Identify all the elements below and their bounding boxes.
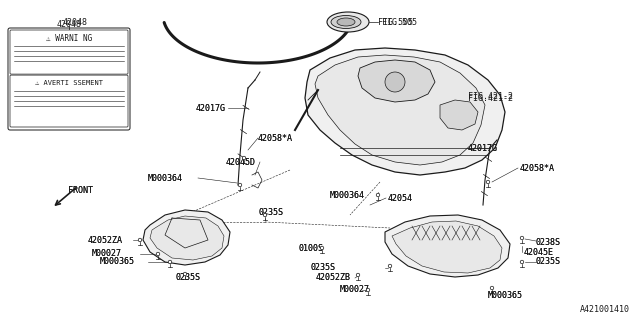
Polygon shape — [143, 210, 230, 265]
Text: 0100S: 0100S — [298, 244, 323, 252]
Text: 0238S: 0238S — [536, 237, 561, 246]
Text: M00027: M00027 — [92, 250, 122, 259]
Text: ⚠ WARNI NG: ⚠ WARNI NG — [46, 34, 92, 43]
Polygon shape — [305, 48, 505, 175]
Text: 42048: 42048 — [56, 20, 81, 28]
Text: FIG.421-2: FIG.421-2 — [468, 93, 513, 102]
Text: 42045E: 42045E — [524, 247, 554, 257]
Circle shape — [356, 273, 360, 277]
Text: 42017G: 42017G — [196, 103, 226, 113]
Text: 0235S: 0235S — [175, 274, 200, 283]
Text: 42058*A: 42058*A — [520, 164, 555, 172]
Text: M000364: M000364 — [148, 173, 183, 182]
Ellipse shape — [331, 15, 361, 28]
Text: 0235S: 0235S — [310, 263, 335, 273]
FancyBboxPatch shape — [8, 28, 130, 130]
Text: M000365: M000365 — [100, 258, 135, 267]
Circle shape — [156, 252, 160, 256]
Text: 42058*A: 42058*A — [520, 164, 555, 172]
Text: 42058*A: 42058*A — [258, 133, 293, 142]
Text: 0235S: 0235S — [258, 207, 283, 217]
Circle shape — [486, 180, 490, 184]
Circle shape — [263, 213, 267, 217]
Circle shape — [243, 156, 246, 160]
Circle shape — [320, 246, 324, 250]
Text: M000365: M000365 — [100, 258, 135, 267]
Circle shape — [385, 72, 405, 92]
Text: M00027: M00027 — [340, 285, 370, 294]
Text: 0235S: 0235S — [536, 258, 561, 267]
Text: 0235S: 0235S — [175, 274, 200, 283]
Text: 42045D: 42045D — [226, 157, 256, 166]
Text: M000364: M000364 — [330, 190, 365, 199]
Text: FRONT: FRONT — [68, 186, 93, 195]
Text: 0100S: 0100S — [298, 244, 323, 252]
Circle shape — [388, 264, 392, 268]
Ellipse shape — [337, 18, 355, 26]
Text: FIG.505: FIG.505 — [378, 18, 413, 27]
Circle shape — [238, 183, 242, 187]
Text: FIG.505: FIG.505 — [382, 18, 417, 27]
Circle shape — [490, 286, 493, 290]
Text: M00027: M00027 — [340, 285, 370, 294]
FancyBboxPatch shape — [10, 30, 128, 74]
Text: 0235S: 0235S — [258, 207, 283, 217]
Text: A421001410: A421001410 — [580, 305, 630, 314]
Text: M000365: M000365 — [488, 292, 523, 300]
Circle shape — [366, 288, 370, 292]
Text: 42052ZA: 42052ZA — [88, 236, 123, 244]
Circle shape — [183, 272, 187, 276]
Polygon shape — [392, 221, 502, 273]
Text: 42052ZA: 42052ZA — [88, 236, 123, 244]
Text: 0238S: 0238S — [536, 237, 561, 246]
Text: FRONT: FRONT — [68, 186, 93, 195]
Text: 42048: 42048 — [63, 18, 88, 27]
Text: 42052ZB: 42052ZB — [316, 274, 351, 283]
Polygon shape — [358, 60, 435, 102]
Circle shape — [376, 193, 380, 197]
Polygon shape — [440, 100, 478, 130]
Text: 42017G: 42017G — [468, 143, 498, 153]
Text: ⚠ AVERTI SSEMENT: ⚠ AVERTI SSEMENT — [35, 80, 103, 86]
Text: 42058*A: 42058*A — [258, 133, 293, 142]
FancyBboxPatch shape — [10, 75, 128, 127]
Text: M000364: M000364 — [330, 190, 365, 199]
Circle shape — [520, 236, 524, 240]
Polygon shape — [385, 215, 510, 277]
Text: 42045E: 42045E — [524, 247, 554, 257]
Text: M000364: M000364 — [148, 173, 183, 182]
Text: 42054: 42054 — [388, 194, 413, 203]
Text: FIG.421-2: FIG.421-2 — [468, 92, 513, 100]
Ellipse shape — [327, 12, 369, 32]
Text: M00027: M00027 — [92, 250, 122, 259]
Text: 0235S: 0235S — [536, 258, 561, 267]
Text: 42017G: 42017G — [468, 143, 498, 153]
Circle shape — [520, 260, 524, 264]
Text: 42052ZB: 42052ZB — [316, 274, 351, 283]
Text: 42054: 42054 — [388, 194, 413, 203]
Polygon shape — [315, 55, 485, 165]
Circle shape — [138, 238, 141, 242]
Polygon shape — [150, 216, 224, 260]
Text: 42017G: 42017G — [196, 103, 226, 113]
Text: 0235S: 0235S — [310, 263, 335, 273]
Text: 42045D: 42045D — [226, 157, 256, 166]
Text: M000365: M000365 — [488, 292, 523, 300]
Circle shape — [168, 260, 172, 264]
